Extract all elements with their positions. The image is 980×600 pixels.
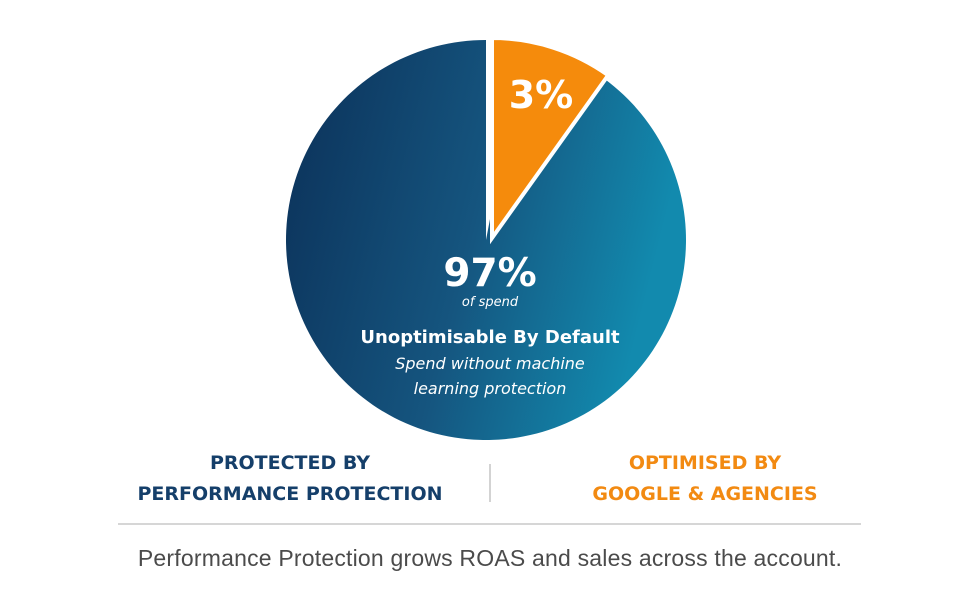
caption: Performance Protection grows ROAS and sa… [137,545,843,571]
legend-divider [489,464,491,502]
legend-optimised-line2: GOOGLE & AGENCIES [592,483,818,505]
horizontal-rule [118,523,861,525]
pie-chart: 3% 97% of spend Unoptimisable By Default… [286,35,686,440]
slice-subtitle-line1: Spend without machine [395,354,585,373]
legend-protected-line2: PERFORMANCE PROTECTION [137,483,443,505]
slice-title: Unoptimisable By Default [360,327,620,348]
pie-slice-unoptimisable [286,40,686,440]
slice-note: of spend [462,295,519,310]
slice-value-label-main: 97% [443,251,536,296]
slice-value-label-small: 3% [509,73,574,117]
slice-subtitle-line2: learning protection [414,379,567,398]
legend-optimised: OPTIMISED BY GOOGLE & AGENCIES [530,448,880,510]
pie-slice-optimised [490,35,611,245]
legend-protected: PROTECTED BY PERFORMANCE PROTECTION [120,448,460,510]
legend-optimised-line1: OPTIMISED BY [628,452,782,474]
legend-protected-line1: PROTECTED BY [209,452,371,474]
